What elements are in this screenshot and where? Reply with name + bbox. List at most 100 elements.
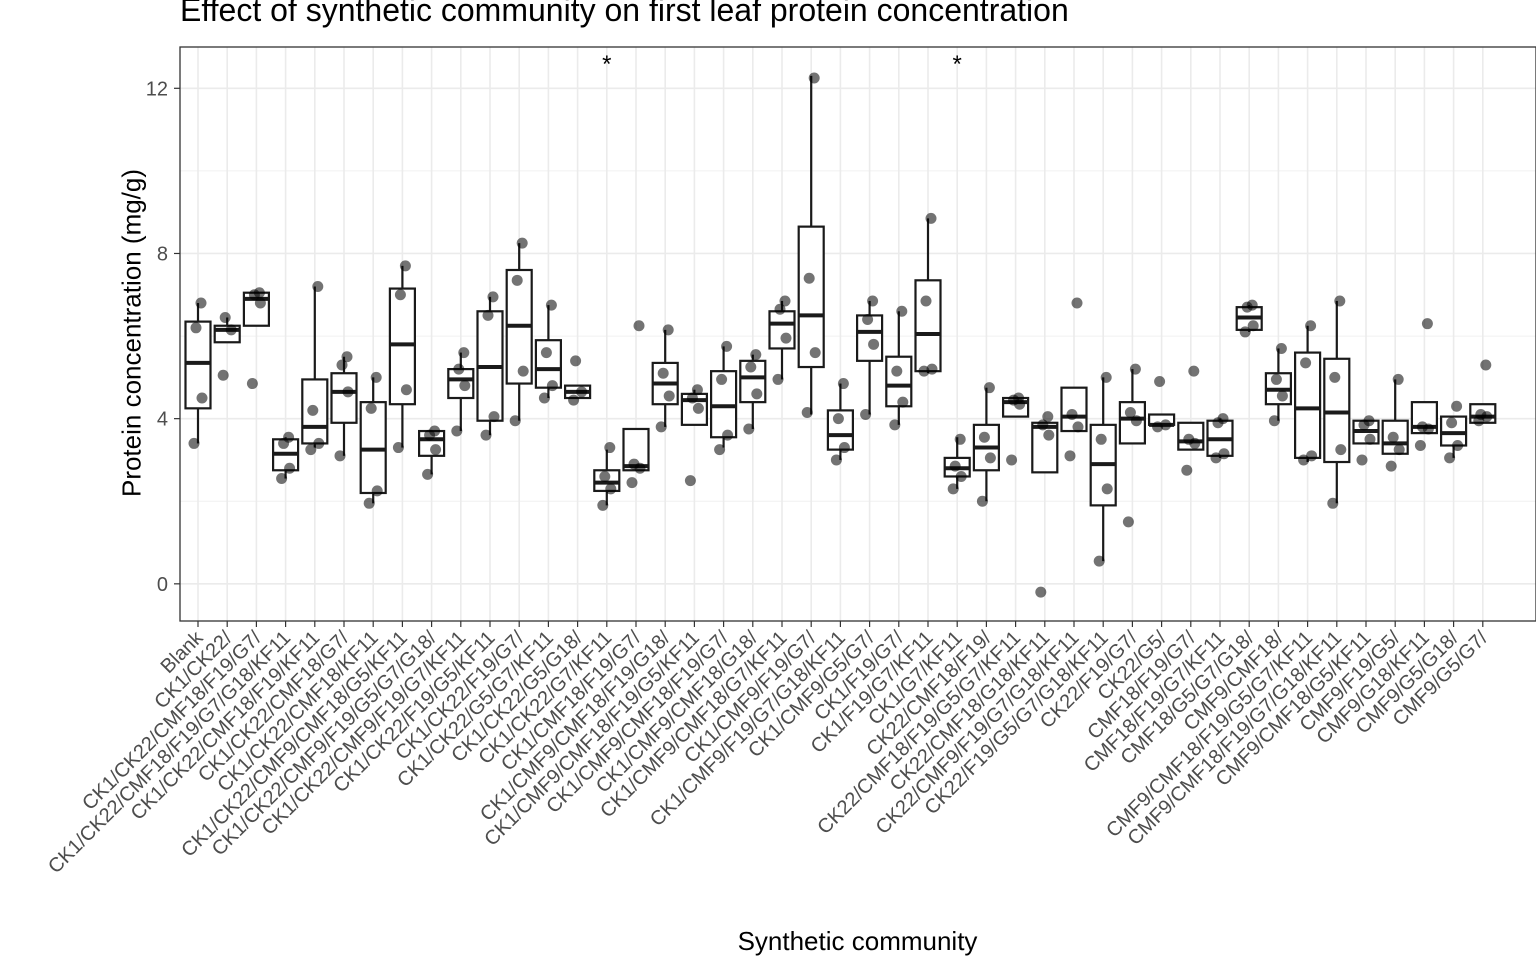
data-point — [976, 495, 988, 507]
data-point — [1452, 439, 1464, 451]
data-point — [605, 483, 617, 495]
data-point — [599, 470, 611, 482]
data-point — [1071, 297, 1083, 309]
data-point — [686, 392, 698, 404]
data-point — [1122, 516, 1134, 528]
box-rect — [1293, 351, 1322, 459]
data-point — [862, 314, 874, 326]
panel-border — [179, 46, 1536, 622]
data-point — [196, 392, 208, 404]
data-point — [626, 477, 638, 489]
box-6 — [359, 377, 387, 504]
points — [188, 72, 1493, 598]
data-point — [487, 291, 499, 303]
data-point — [429, 425, 441, 437]
data-point — [1217, 413, 1229, 425]
data-point — [779, 295, 791, 307]
data-point — [838, 442, 850, 454]
box-rect — [768, 310, 796, 350]
data-point — [947, 483, 959, 495]
data-point — [801, 406, 813, 418]
data-point — [453, 363, 465, 375]
data-point — [604, 442, 616, 454]
data-point — [1188, 365, 1200, 377]
box-10 — [476, 296, 504, 436]
data-point — [540, 347, 552, 359]
significance-marker: * — [953, 51, 962, 78]
data-point — [1393, 444, 1405, 456]
data-point — [342, 386, 354, 398]
data-point — [745, 361, 757, 373]
significance-marker: * — [602, 51, 611, 78]
data-point — [1385, 460, 1397, 472]
data-point — [276, 473, 288, 485]
data-point — [716, 373, 728, 385]
data-point — [1276, 390, 1288, 402]
data-point — [371, 485, 383, 497]
data-point — [422, 468, 434, 480]
data-point — [1129, 363, 1141, 375]
data-point — [1101, 483, 1113, 495]
box-rect — [330, 372, 358, 424]
box-29 — [1031, 421, 1059, 474]
data-point — [692, 402, 704, 414]
data-point — [657, 367, 669, 379]
data-point — [1364, 433, 1376, 445]
data-point — [655, 421, 667, 433]
data-point — [400, 384, 412, 396]
data-point — [954, 433, 966, 445]
data-point — [545, 299, 557, 311]
data-point — [721, 340, 733, 352]
data-point — [392, 442, 404, 454]
chart-title: Effect of synthetic community on first l… — [180, 0, 1069, 28]
data-point — [307, 404, 319, 416]
data-point — [891, 365, 903, 377]
data-point — [1095, 433, 1107, 445]
data-point — [1093, 555, 1105, 567]
data-point — [1327, 497, 1339, 509]
data-point — [568, 394, 580, 406]
data-point — [1475, 409, 1487, 421]
data-point — [1160, 419, 1172, 431]
data-point — [1268, 415, 1280, 427]
data-point — [430, 444, 442, 456]
data-point — [897, 396, 909, 408]
data-point — [751, 388, 763, 400]
data-point — [983, 382, 995, 394]
box-31 — [1089, 377, 1117, 562]
data-point — [803, 272, 815, 284]
data-point — [305, 444, 317, 456]
data-point — [597, 499, 609, 511]
data-point — [195, 297, 207, 309]
data-point — [459, 380, 471, 392]
data-point — [743, 423, 755, 435]
data-point — [1416, 421, 1428, 433]
data-point — [1392, 373, 1404, 385]
data-point — [628, 458, 640, 470]
data-point — [517, 365, 529, 377]
data-point — [1421, 318, 1433, 330]
x-axis: BlankCK1/CK22/CK1/CK22/CMF18/F19/G7/CK1/… — [44, 621, 1493, 878]
data-point — [509, 415, 521, 427]
data-point — [1414, 439, 1426, 451]
data-point — [691, 384, 703, 396]
data-point — [219, 311, 231, 323]
data-point — [920, 295, 932, 307]
data-point — [832, 413, 844, 425]
data-point — [488, 411, 500, 423]
data-point — [1270, 373, 1282, 385]
data-point — [451, 425, 463, 437]
data-point — [774, 303, 786, 315]
data-point — [1154, 375, 1166, 387]
y-tick-label: 8 — [157, 243, 168, 265]
box-38 — [1293, 325, 1322, 463]
data-point — [1329, 371, 1341, 383]
box-rect — [885, 355, 913, 408]
y-tick-label: 4 — [157, 409, 168, 431]
data-point — [1072, 421, 1084, 433]
data-point — [246, 378, 258, 390]
data-point — [662, 324, 674, 336]
data-point — [334, 450, 346, 462]
box-rect — [534, 339, 563, 389]
data-point — [984, 452, 996, 464]
